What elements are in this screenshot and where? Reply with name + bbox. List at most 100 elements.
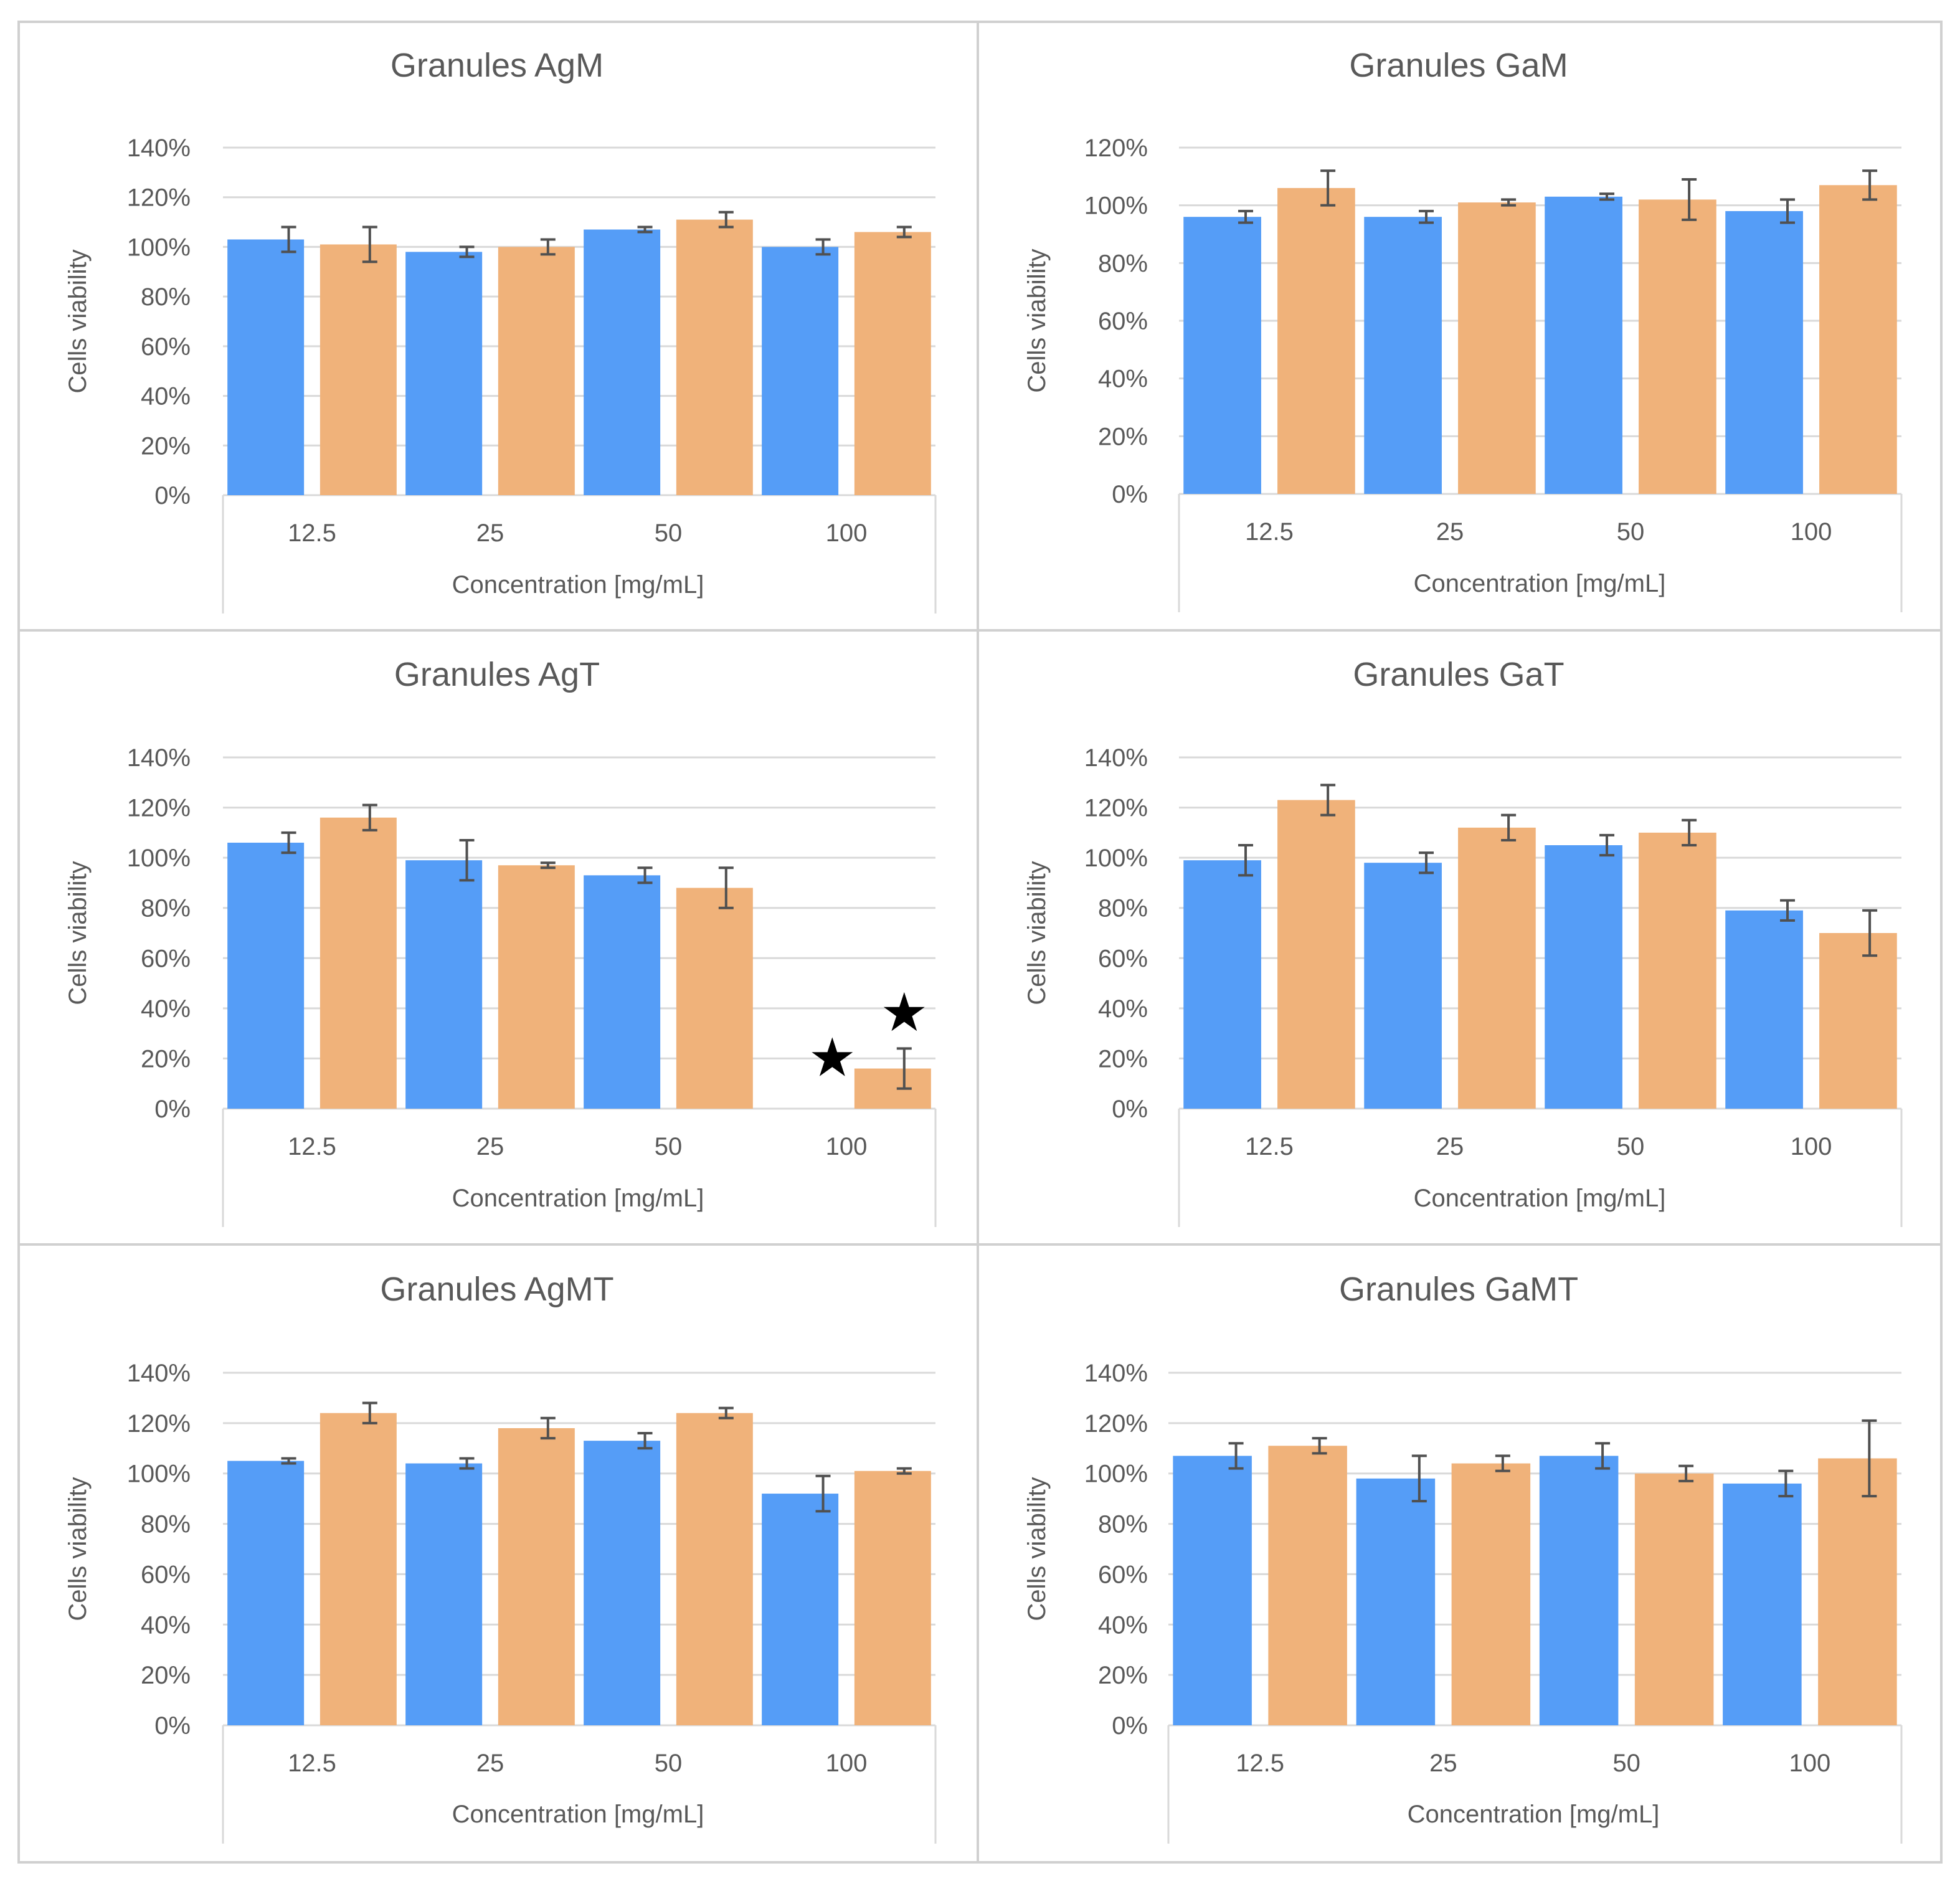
error-bar [1780, 899, 1796, 922]
y-tick-label: 120% [127, 184, 191, 212]
bar-series-1 [762, 1494, 839, 1725]
x-tick-label: 12.5 [1245, 518, 1294, 546]
bar-series-1 [1545, 845, 1622, 1109]
bar-series-1 [1725, 910, 1803, 1109]
y-tick-label: 80% [141, 895, 191, 922]
y-axis-label: Cells viability [64, 249, 92, 393]
y-tick-label: 0% [1112, 481, 1148, 508]
y-tick-label: 100% [127, 845, 191, 872]
x-tick-label: 50 [655, 1133, 683, 1160]
error-bar [459, 245, 475, 258]
chart-title: Granules GaM [1349, 47, 1568, 84]
bar-series-2 [320, 1413, 397, 1725]
x-axis-label: Concentration [mg/mL] [1408, 1801, 1660, 1828]
error-bar [1320, 784, 1336, 817]
bar-series-2 [676, 1413, 753, 1725]
bar-series-1 [405, 860, 483, 1109]
bar-series-2 [320, 244, 397, 495]
chart-title: Granules AgT [394, 656, 600, 693]
x-tick-label: 50 [655, 519, 683, 547]
y-tick-label: 140% [1084, 744, 1148, 772]
error-bar [1862, 1419, 1877, 1498]
error-bar [281, 831, 296, 855]
bar-series-2 [854, 1471, 931, 1725]
error-bar [1862, 909, 1878, 957]
bar-series-1 [227, 842, 305, 1109]
error-bar [637, 866, 653, 884]
error-bar [362, 225, 377, 263]
y-tick-label: 100% [1084, 845, 1148, 872]
bar-series-1 [1183, 217, 1261, 494]
error-bar [459, 1457, 475, 1470]
bar-series-2 [854, 232, 931, 495]
y-axis-label: Cells viability [64, 861, 92, 1005]
bar-series-1 [1183, 860, 1261, 1109]
error-bar [896, 1467, 912, 1475]
bar-series-2 [498, 247, 575, 495]
figure-frame [17, 21, 1943, 1864]
bar-series-2 [1634, 1473, 1714, 1725]
chart-panel-6: Granules GaMT 0% 20% 40% 60% 80% 100% 120% 140% 1… [1023, 1271, 1903, 1844]
y-tick-label: 40% [1098, 995, 1148, 1023]
bar-series-1 [405, 252, 483, 495]
x-tick-label: 12.5 [288, 1750, 336, 1777]
y-tick-label: 140% [127, 135, 191, 162]
y-tick-label: 80% [1098, 1511, 1148, 1538]
y-tick-label: 80% [141, 283, 191, 311]
y-tick-label: 20% [1098, 1045, 1148, 1073]
x-tick-label: 25 [476, 1133, 504, 1160]
y-tick-label: 80% [1098, 250, 1148, 277]
bar-series-1 [1364, 217, 1442, 494]
x-tick-label: 12.5 [288, 1133, 336, 1160]
x-tick-label: 50 [1612, 1750, 1640, 1777]
y-tick-label: 40% [141, 995, 191, 1023]
y-tick-label: 40% [1098, 1611, 1148, 1639]
bar-series-1 [762, 247, 839, 495]
bar-series-2 [1458, 202, 1536, 494]
bar-series-2 [1639, 832, 1716, 1109]
x-tick-label: 100 [826, 1133, 868, 1160]
x-axis-label: Concentration [mg/mL] [452, 1185, 704, 1212]
bar-series-2 [676, 888, 753, 1109]
y-tick-label: 100% [127, 1461, 191, 1488]
y-tick-label: 60% [141, 333, 191, 361]
error-bar [362, 1401, 377, 1424]
bar-series-1 [584, 229, 661, 495]
y-tick-label: 0% [154, 482, 191, 509]
error-bar [1682, 178, 1697, 221]
error-bar [362, 803, 377, 832]
x-tick-label: 25 [1429, 1750, 1457, 1777]
x-tick-label: 12.5 [1236, 1750, 1284, 1777]
bar-series-1 [227, 239, 305, 495]
bar-series-1 [584, 875, 661, 1109]
error-bar [718, 211, 734, 229]
x-tick-label: 100 [1791, 518, 1832, 546]
bar-series-2 [1268, 1446, 1347, 1725]
y-tick-label: 20% [141, 432, 191, 460]
error-bar [637, 225, 653, 234]
x-tick-label: 100 [1791, 1133, 1832, 1160]
x-axis-label: Concentration [mg/mL] [452, 1801, 704, 1828]
x-tick-label: 12.5 [288, 519, 336, 547]
y-tick-label: 100% [127, 234, 191, 261]
error-bar [281, 1457, 296, 1465]
y-tick-label: 20% [1098, 423, 1148, 450]
y-tick-label: 60% [1098, 945, 1148, 972]
bar-series-2 [498, 1428, 575, 1725]
y-tick-label: 100% [1084, 192, 1148, 220]
bar-series-2 [1277, 187, 1355, 494]
y-axis-label: Cells viability [1023, 249, 1051, 392]
error-bar [815, 1474, 831, 1513]
bar-series-2 [1277, 800, 1355, 1109]
x-tick-label: 100 [826, 519, 868, 547]
error-bar [459, 838, 475, 882]
error-bar [1495, 1454, 1510, 1472]
chart-panel-1: Granules AgM 0% 20% 40% 60% 80% 100% 120% 140% 12… [64, 47, 937, 614]
bar-series-2 [320, 817, 397, 1109]
error-bar [1599, 192, 1615, 201]
error-bar [896, 225, 912, 239]
chart-panel-3: Granules AgT 0% 20% 40% 60% 80% 100% 120% 140% 12… [64, 656, 937, 1227]
y-tick-label: 60% [141, 1561, 191, 1588]
bar-series-1 [1539, 1456, 1619, 1725]
bar-series-1 [405, 1463, 483, 1725]
